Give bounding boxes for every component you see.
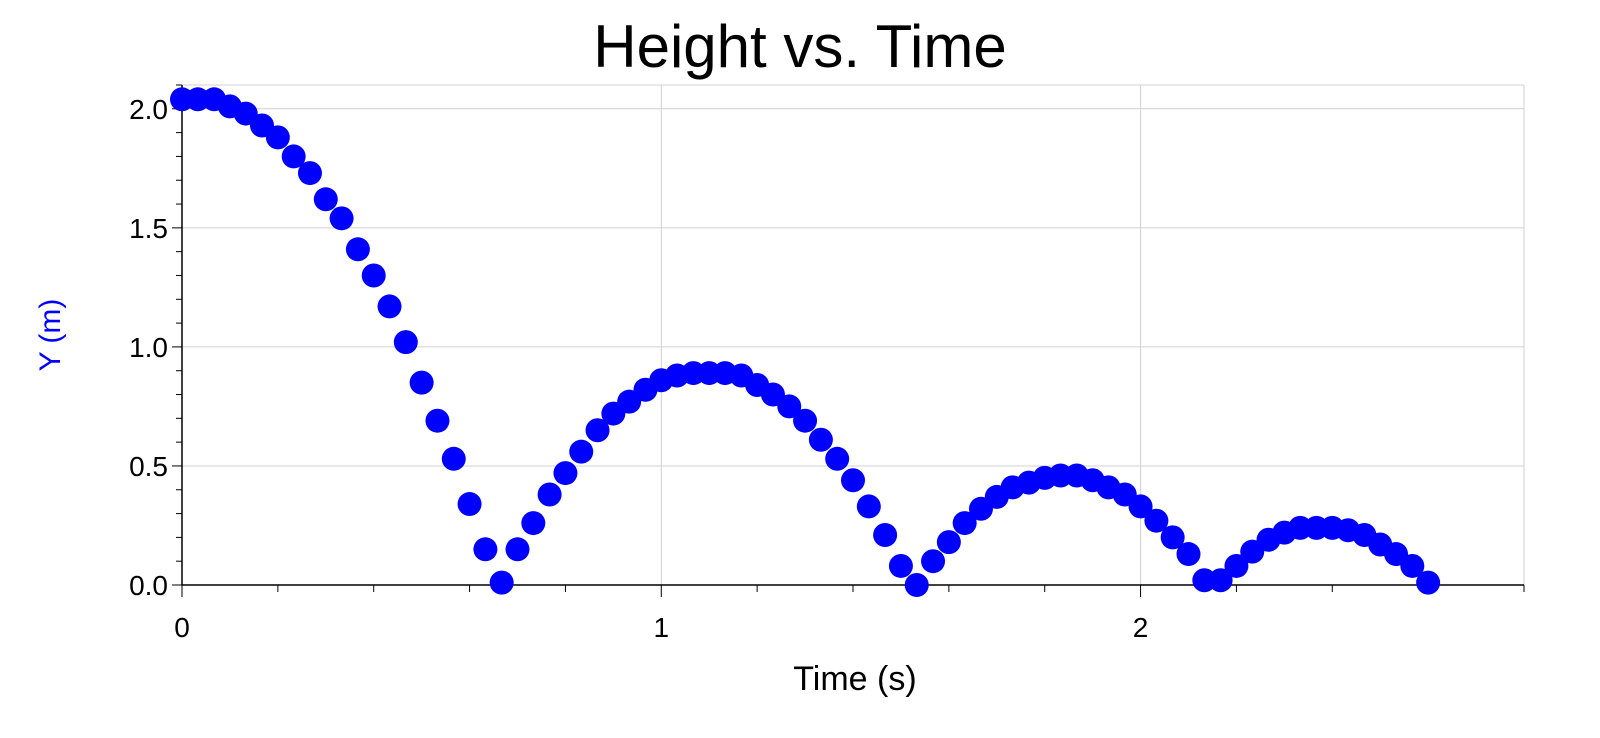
data-point	[1400, 553, 1425, 578]
data-point	[856, 494, 881, 519]
data-point	[585, 418, 610, 443]
data-point	[505, 537, 530, 562]
data-point	[808, 427, 833, 452]
data-point	[952, 511, 977, 536]
data-point	[457, 492, 482, 517]
data-point	[345, 237, 370, 262]
data-point	[329, 206, 354, 231]
data-point	[473, 537, 498, 562]
x-tick-label: 2	[1133, 612, 1149, 643]
data-point	[313, 187, 338, 212]
x-tick-label: 1	[653, 612, 669, 643]
y-axis-label: Y (m)	[34, 299, 67, 372]
y-tick-label: 1.5	[129, 213, 168, 244]
data-point	[904, 573, 929, 597]
data-point	[793, 408, 818, 433]
y-tick-label: 2.0	[129, 94, 168, 125]
data-point	[1144, 508, 1169, 533]
data-point	[569, 439, 594, 464]
data-point	[537, 482, 562, 507]
data-point	[1160, 525, 1185, 550]
axes	[181, 85, 1524, 586]
data-point	[393, 330, 418, 355]
data-point	[1176, 542, 1201, 567]
data-point	[841, 468, 865, 493]
data-point	[1224, 553, 1249, 578]
data-point	[361, 263, 386, 288]
data-point	[425, 408, 450, 433]
data-point	[441, 446, 466, 471]
y-tick-label: 0.0	[129, 570, 168, 601]
x-axis-label: Time (s)	[793, 660, 916, 698]
data-point	[777, 394, 802, 419]
y-tick-label: 1.0	[129, 332, 168, 363]
data-point	[825, 446, 850, 471]
x-tick-label: 0	[174, 612, 190, 643]
data-point	[521, 511, 546, 536]
y-tick-label: 0.5	[129, 451, 168, 482]
data-point	[553, 461, 578, 486]
data-point	[297, 161, 322, 186]
data-point	[281, 144, 306, 169]
data-point	[377, 294, 402, 319]
data-point	[936, 530, 961, 555]
data-point	[409, 370, 434, 395]
chart-title: Height vs. Time	[593, 13, 1006, 80]
data-point	[873, 523, 898, 547]
grid-lines	[182, 84, 1525, 585]
data-point	[265, 125, 290, 150]
data-point	[888, 553, 913, 578]
data-points	[170, 87, 1441, 597]
axis-ticks: 0.0 0.5 1.0 1.5 2.0 0 1 2	[129, 84, 1525, 643]
data-point	[1208, 568, 1233, 593]
data-point	[489, 570, 514, 595]
data-point	[1416, 570, 1441, 595]
data-point	[1128, 494, 1153, 519]
data-point	[921, 549, 946, 574]
